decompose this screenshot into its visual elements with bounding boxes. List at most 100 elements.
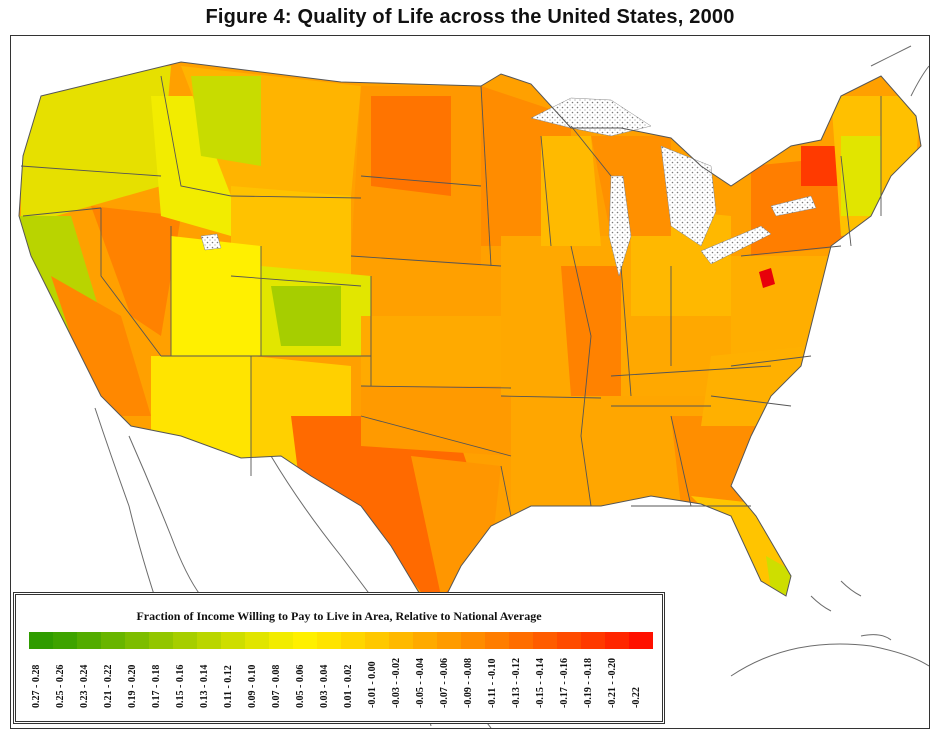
legend-swatch [221, 632, 245, 649]
legend-bin-label-text: 0.27 - 0.28 [31, 664, 42, 708]
border-pa-ny [740, 245, 842, 257]
border-il-in [620, 265, 632, 397]
legend-bin-label: 0.13 - 0.14 [197, 653, 221, 721]
legend-bin-label: 0.23 - 0.24 [77, 653, 101, 721]
legend-bin-label: 0.21 - 0.22 [101, 653, 125, 721]
great-salt-lake [200, 233, 222, 251]
legend-bin-label-text: -0.15 - -0.14 [535, 658, 546, 708]
border-wi-mn [540, 135, 552, 247]
region-nd-east [371, 96, 451, 196]
region-mid-atlantic [731, 256, 831, 366]
lake-michigan [608, 175, 632, 277]
legend-swatch [77, 632, 101, 649]
region-colorado-green [271, 286, 341, 346]
legend-bin-label-text: 0.15 - 0.16 [175, 664, 186, 708]
legend-bin-label-text: 0.13 - 0.14 [199, 664, 210, 708]
legend-swatches [29, 632, 653, 649]
figure-title: Figure 4: Quality of Life across the Uni… [205, 6, 735, 28]
border-mississippi-river [570, 245, 592, 507]
legend-bin-label-text: -0.22 [631, 687, 642, 708]
legend-bin-label-text: 0.03 - 0.04 [319, 664, 330, 708]
legend-swatch [509, 632, 533, 649]
bahamas-1 [810, 595, 832, 612]
border-new-england [840, 155, 852, 247]
legend-bin-label-text: -0.09 - -0.08 [463, 658, 474, 708]
border-va-nc [730, 355, 812, 367]
legend-swatch [125, 632, 149, 649]
lake-erie [700, 225, 772, 265]
legend-swatch [581, 632, 605, 649]
legend-bin-label-text: -0.07 - -0.06 [439, 658, 450, 708]
legend-bin-label-text: 0.17 - 0.18 [151, 664, 162, 708]
legend-bin-label: 0.19 - 0.20 [125, 653, 149, 721]
legend-swatch [197, 632, 221, 649]
legend-bin-label: 0.03 - 0.04 [317, 653, 341, 721]
legend-bin-label-text: -0.03 - -0.02 [391, 658, 402, 708]
legend-bin-label: -0.07 - -0.06 [437, 653, 461, 721]
legend-bin-label-text: -0.11 - -0.10 [487, 658, 498, 708]
border-mn-dakotas [480, 85, 492, 267]
legend-swatch [29, 632, 53, 649]
us-map [18, 45, 929, 728]
legend-bin-label: 0.01 - 0.02 [341, 653, 365, 721]
border-mt-wy [230, 195, 362, 199]
bahamas-2 [840, 580, 862, 597]
legend-swatch [485, 632, 509, 649]
legend-bin-label: 0.25 - 0.26 [53, 653, 77, 721]
legend-swatch [413, 632, 437, 649]
cuba-coast [730, 643, 929, 677]
legend-swatch [605, 632, 629, 649]
legend-swatch [53, 632, 77, 649]
lake-ontario [770, 195, 817, 217]
legend-swatch [149, 632, 173, 649]
legend-swatch [557, 632, 581, 649]
baja-coast-inner [128, 435, 202, 597]
legend-bin-label: 0.17 - 0.18 [149, 653, 173, 721]
border-wa-or [20, 165, 162, 177]
legend-swatch [437, 632, 461, 649]
legend-bin-label-text: 0.23 - 0.24 [79, 664, 90, 708]
region-ca-central [51, 276, 151, 416]
legend-bin-label-text: 0.07 - 0.08 [271, 664, 282, 708]
legend-bin-label-text: 0.01 - 0.02 [343, 664, 354, 708]
legend-bin-label: 0.15 - 0.16 [173, 653, 197, 721]
region-illinois [561, 266, 621, 396]
border-tx-la [500, 465, 512, 517]
region-vermont-nh [841, 136, 881, 216]
legend-bin-label-text: 0.25 - 0.26 [55, 664, 66, 708]
border-ky-tn [610, 365, 772, 377]
legend-bin-label: -0.21 - -0.20 [605, 653, 629, 721]
border-ok-tx [360, 415, 512, 457]
border-ks-ne [350, 255, 502, 267]
region-montana-west-green [191, 76, 261, 166]
legend-bin-label: -0.03 - -0.02 [389, 653, 413, 721]
legend-bin-label-text: -0.05 - -0.04 [415, 658, 426, 708]
legend-swatch [533, 632, 557, 649]
legend-swatch [245, 632, 269, 649]
legend-swatch [269, 632, 293, 649]
legend-bin-label-text: 0.11 - 0.12 [223, 665, 234, 708]
legend-title: Fraction of Income Willing to Pay to Liv… [136, 609, 542, 623]
legend-bin-label: -0.13 - -0.12 [509, 653, 533, 721]
state-borders [20, 75, 882, 517]
legend-bin-label-text: -0.13 - -0.12 [511, 658, 522, 708]
border-mo-ar [500, 395, 602, 399]
border-mi-wi [570, 125, 612, 177]
dc-area-highlight [759, 268, 775, 288]
legend-bin-label-text: -0.01 - 0.00 [367, 661, 378, 708]
region-nevada [91, 206, 181, 336]
region-kansas [361, 316, 501, 386]
legend-bin-label-text: 0.19 - 0.20 [127, 664, 138, 708]
canada-east-coast-2 [910, 65, 929, 97]
legend-swatch [101, 632, 125, 649]
legend-swatch [341, 632, 365, 649]
legend-bin-label: -0.01 - 0.00 [365, 653, 389, 721]
legend-bin-label: -0.15 - -0.14 [533, 653, 557, 721]
legend-swatch [461, 632, 485, 649]
great-lakes [200, 97, 817, 277]
legend-swatch [629, 632, 653, 649]
legend: Fraction of Income Willing to Pay to Liv… [13, 592, 665, 724]
lake-huron [660, 145, 717, 247]
region-ny-north [801, 146, 841, 186]
legend-bin-label-text: -0.17 - -0.16 [559, 658, 570, 708]
